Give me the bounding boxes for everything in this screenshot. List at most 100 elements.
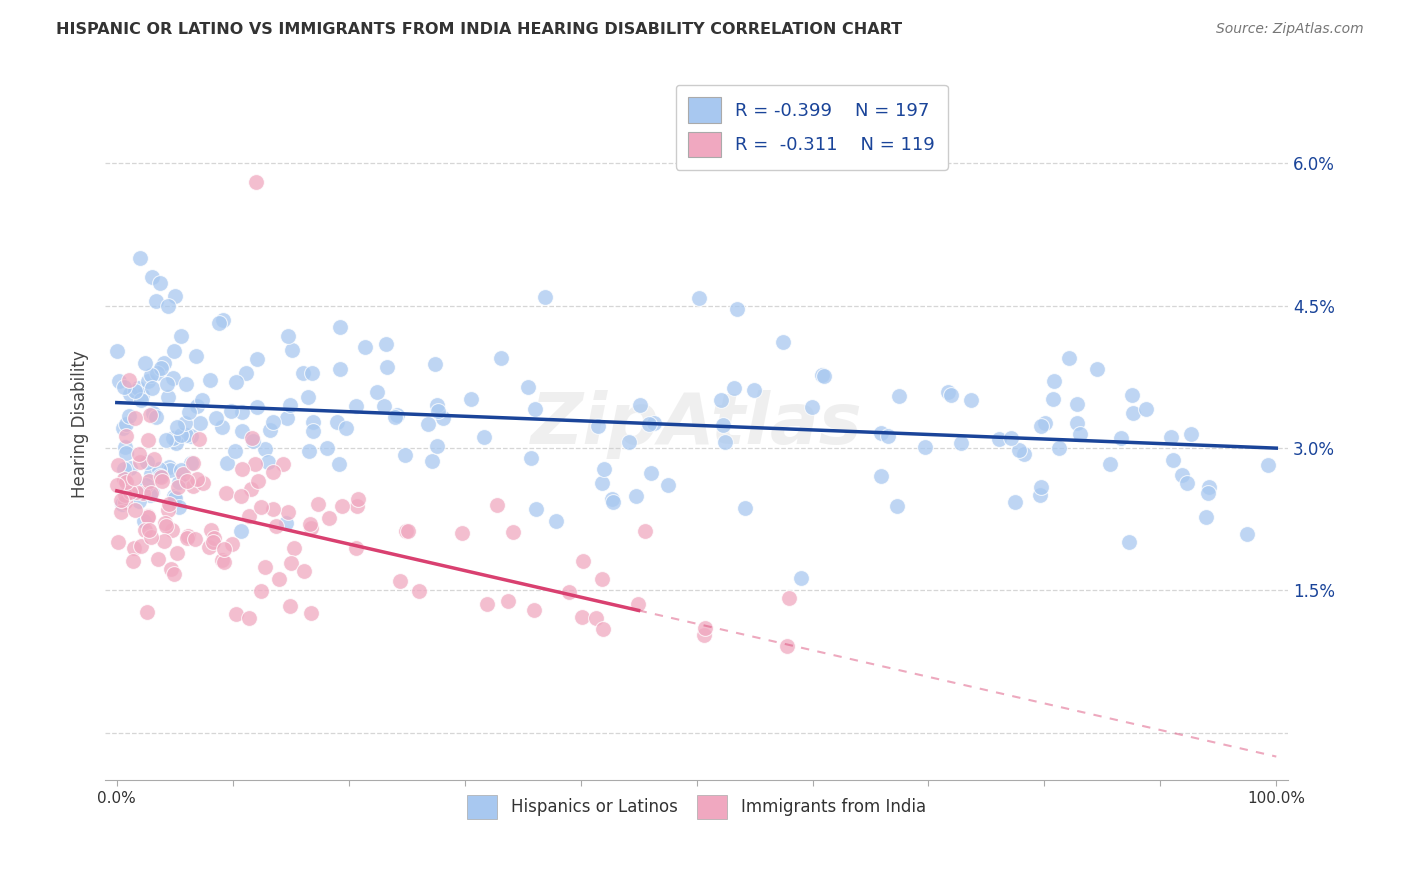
- Point: [328, 457, 350, 471]
- Point: [159, 463, 181, 477]
- Point: [136, 434, 159, 448]
- Point: [114, 475, 136, 490]
- Point: [1029, 419, 1052, 434]
- Point: [221, 536, 243, 550]
- Point: [180, 429, 202, 443]
- Point: [229, 489, 252, 503]
- Point: [591, 572, 613, 586]
- Point: [544, 514, 567, 528]
- Point: [938, 384, 960, 399]
- Point: [1029, 488, 1052, 502]
- Point: [155, 377, 177, 392]
- Point: [524, 502, 547, 516]
- Point: [122, 471, 145, 485]
- Point: [172, 467, 194, 481]
- Point: [593, 462, 616, 476]
- Point: [292, 564, 315, 578]
- Point: [245, 175, 267, 189]
- Point: [688, 291, 710, 305]
- Point: [1180, 426, 1202, 441]
- Point: [135, 455, 157, 469]
- Point: [110, 505, 132, 519]
- Point: [301, 367, 323, 381]
- Point: [122, 541, 145, 556]
- Point: [139, 530, 162, 544]
- Point: [298, 517, 321, 532]
- Point: [128, 447, 150, 461]
- Point: [120, 461, 142, 475]
- Point: [1033, 416, 1056, 430]
- Point: [790, 571, 813, 585]
- Point: [385, 408, 408, 422]
- Point: [159, 497, 181, 511]
- Point: [188, 416, 211, 430]
- Point: [592, 622, 614, 636]
- Point: [274, 516, 297, 531]
- Point: [134, 356, 156, 370]
- Point: [354, 340, 377, 354]
- Point: [302, 425, 325, 439]
- Point: [332, 499, 354, 513]
- Point: [176, 531, 198, 545]
- Point: [146, 366, 169, 380]
- Point: [174, 416, 197, 430]
- Point: [138, 409, 160, 423]
- Point: [229, 524, 252, 538]
- Point: [132, 514, 155, 528]
- Point: [188, 432, 211, 446]
- Point: [1171, 467, 1194, 482]
- Point: [153, 534, 176, 549]
- Point: [238, 508, 260, 523]
- Point: [177, 529, 200, 543]
- Point: [110, 493, 132, 508]
- Point: [224, 444, 246, 458]
- Point: [714, 435, 737, 450]
- Point: [534, 290, 557, 304]
- Point: [246, 401, 269, 415]
- Point: [1029, 480, 1052, 494]
- Point: [396, 524, 419, 538]
- Point: [105, 478, 128, 492]
- Point: [150, 474, 173, 488]
- Point: [374, 336, 396, 351]
- Point: [215, 486, 238, 500]
- Point: [502, 524, 524, 539]
- Point: [200, 523, 222, 537]
- Point: [231, 461, 253, 475]
- Point: [165, 435, 187, 450]
- Point: [278, 599, 301, 613]
- Point: [1099, 457, 1122, 471]
- Point: [329, 319, 352, 334]
- Point: [139, 488, 162, 502]
- Point: [600, 491, 623, 506]
- Point: [212, 312, 235, 326]
- Point: [107, 458, 129, 473]
- Point: [416, 417, 439, 431]
- Point: [1160, 430, 1182, 444]
- Point: [235, 366, 257, 380]
- Point: [231, 405, 253, 419]
- Point: [257, 455, 280, 469]
- Point: [346, 499, 368, 513]
- Point: [160, 561, 183, 575]
- Point: [269, 572, 291, 586]
- Point: [191, 392, 214, 407]
- Point: [1057, 351, 1080, 365]
- Point: [960, 392, 983, 407]
- Point: [1085, 361, 1108, 376]
- Point: [250, 500, 273, 514]
- Point: [810, 368, 832, 382]
- Point: [460, 392, 482, 406]
- Point: [318, 511, 340, 525]
- Point: [184, 349, 207, 363]
- Point: [1197, 486, 1219, 500]
- Point: [1236, 526, 1258, 541]
- Point: [408, 583, 430, 598]
- Point: [1121, 388, 1143, 402]
- Point: [153, 516, 176, 531]
- Point: [426, 399, 449, 413]
- Point: [1042, 374, 1064, 388]
- Point: [1066, 397, 1088, 411]
- Point: [420, 454, 443, 468]
- Point: [221, 404, 243, 418]
